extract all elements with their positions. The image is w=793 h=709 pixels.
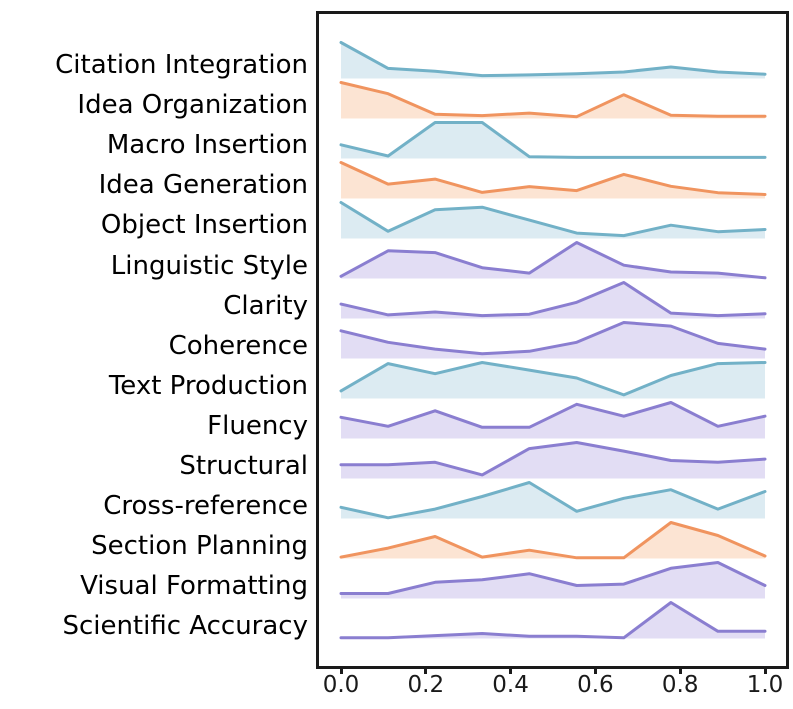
- x-tick-label: 1.0: [746, 672, 784, 698]
- ridge-fill-macro-insertion: [341, 122, 765, 159]
- row-label-idea-generation: Idea Generation: [98, 170, 308, 201]
- row-label-text-production: Text Production: [108, 370, 308, 401]
- ridge-line-fluency: [339, 401, 767, 429]
- row-label-scientific-accuracy: Scientific Accuracy: [62, 611, 308, 642]
- ridge-line-scientific-accuracy: [339, 601, 767, 640]
- ridge-fill-structural: [341, 442, 765, 479]
- ridge-line-linguistic-style: [339, 241, 767, 280]
- ridge-line-object-insertion: [339, 201, 767, 238]
- ridge-line-coherence: [339, 321, 767, 356]
- row-label-citation-integration: Citation Integration: [55, 50, 308, 80]
- ridge-fill-fluency: [341, 402, 765, 439]
- row-label-idea-organization: Idea Organization: [77, 90, 308, 121]
- ridge-line-idea-generation: [339, 161, 767, 196]
- ridge-line-clarity: [339, 281, 767, 318]
- x-tick: [593, 666, 597, 674]
- row-label-visual-formatting: Visual Formatting: [80, 571, 308, 602]
- ridge-line-section-planning: [339, 521, 767, 560]
- x-tick-label: 0.6: [577, 672, 614, 698]
- row-label-section-planning: Section Planning: [91, 531, 308, 562]
- x-tick-label: 0.0: [322, 672, 360, 698]
- ridge-line-idea-organization: [339, 81, 767, 119]
- ridge-line-text-production: [339, 361, 767, 397]
- row-label-structural: Structural: [179, 451, 308, 481]
- ridge-fill-idea-organization: [341, 82, 765, 119]
- x-tick-label: 0.2: [407, 672, 445, 698]
- ridge-fill-linguistic-style: [341, 242, 765, 279]
- ridge-line-citation-integration: [339, 41, 767, 78]
- x-tick: [339, 666, 343, 674]
- row-label-linguistic-style: Linguistic Style: [110, 250, 308, 281]
- ridge-line-visual-formatting: [339, 561, 767, 595]
- x-tick: [763, 666, 767, 674]
- ridgeline-chart: [339, 41, 767, 640]
- ridge-line-macro-insertion: [339, 121, 767, 159]
- row-label-macro-insertion: Macro Insertion: [106, 130, 308, 161]
- ridge-fill-clarity: [341, 282, 765, 319]
- x-tick-label: 0.4: [492, 672, 529, 698]
- x-tick: [509, 666, 513, 674]
- plot-area: [316, 11, 789, 669]
- ridge-fill-idea-generation: [341, 162, 765, 199]
- row-label-fluency: Fluency: [207, 410, 308, 441]
- row-label-coherence: Coherence: [168, 330, 308, 361]
- ridge-fill-object-insertion: [341, 202, 765, 239]
- ridge-line-cross-reference: [339, 481, 767, 520]
- row-label-clarity: Clarity: [223, 290, 308, 321]
- x-tick: [678, 666, 682, 674]
- row-label-cross-reference: Cross-reference: [103, 491, 308, 522]
- x-tick: [424, 666, 428, 674]
- ridge-line-structural: [339, 441, 767, 477]
- ridge-fill-cross-reference: [341, 482, 765, 519]
- row-label-object-insertion: Object Insertion: [100, 210, 308, 241]
- ridge-fill-coherence: [341, 322, 765, 359]
- x-tick-label: 0.8: [661, 672, 699, 698]
